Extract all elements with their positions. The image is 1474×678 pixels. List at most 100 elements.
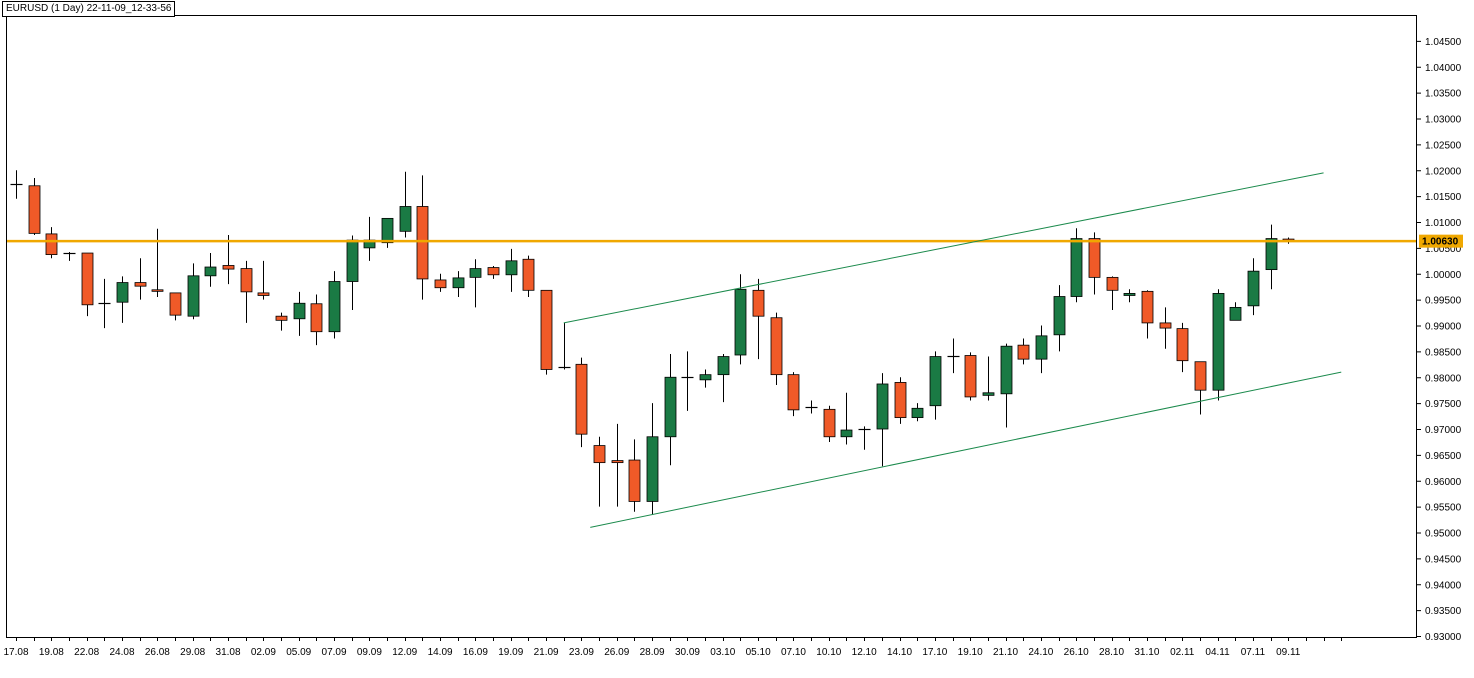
candle-body [1017, 344, 1030, 360]
x-tick-label: 09.11 [1276, 647, 1301, 658]
x-tick-label: 02.09 [251, 647, 276, 658]
x-tick-label: 07.11 [1241, 647, 1266, 658]
candle-body [823, 408, 836, 438]
candle-body [770, 317, 783, 376]
x-tick-label: 31.08 [216, 647, 241, 658]
candle-body [699, 374, 712, 381]
candle [734, 274, 747, 365]
candle-body [575, 363, 588, 435]
candle-body [310, 303, 323, 333]
current-price-box [1419, 234, 1463, 248]
y-tick-label: 0.99500 [1425, 296, 1462, 307]
x-tick-label: 31.10 [1134, 647, 1159, 658]
candles [10, 170, 1295, 515]
x-tick-label: 04.11 [1205, 647, 1230, 658]
x-axis: 17.08 19.08 22.08 24.08 26.08 29.08 31.08 02.09… [3, 637, 1342, 658]
candle-body [1000, 345, 1013, 395]
candle [1017, 338, 1030, 365]
candle [487, 265, 500, 279]
y-tick-label: 1.00000 [1425, 270, 1462, 281]
candle [787, 372, 800, 417]
candle-body [293, 302, 306, 320]
x-tick-label: 03.10 [710, 647, 735, 658]
y-axis: 1.04500 1.04000 1.03500 1.03000 1.02500 1.020… [1416, 37, 1462, 643]
y-tick-label: 1.01500 [1425, 192, 1462, 203]
candle [1212, 289, 1225, 401]
candle-body [876, 383, 889, 430]
y-tick-label: 1.02500 [1425, 140, 1462, 151]
candle [240, 260, 253, 323]
candle [505, 248, 518, 292]
x-tick-label: 28.10 [1099, 647, 1124, 658]
candle-body [45, 233, 58, 256]
candle [116, 276, 129, 323]
candle [275, 312, 288, 331]
candle [416, 175, 429, 300]
candle [575, 357, 588, 448]
candle-body [151, 289, 164, 292]
candle-body [1247, 270, 1260, 307]
candle [522, 255, 535, 298]
candle-body [275, 315, 288, 321]
candle [823, 405, 836, 442]
candle [328, 271, 341, 339]
candle-body [1106, 276, 1119, 291]
candle [611, 423, 624, 507]
candle-body [540, 289, 553, 370]
x-tick-label: 24.10 [1028, 647, 1053, 658]
candle [293, 291, 306, 336]
candle [894, 377, 907, 424]
x-tick-label: 23.09 [569, 647, 594, 658]
y-tick-label: 0.93500 [1425, 606, 1462, 617]
y-tick-label: 0.95000 [1425, 529, 1462, 540]
candle-body [28, 185, 41, 234]
candle [628, 439, 641, 512]
channel-upper-line [563, 172, 1324, 324]
candle-body [1265, 238, 1278, 271]
candle-body [611, 460, 624, 464]
candle [1265, 224, 1278, 290]
candle [1247, 258, 1260, 316]
x-tick-label: 19.10 [958, 647, 983, 658]
candle-body [894, 382, 907, 419]
candle [1000, 343, 1013, 428]
y-tick-label: 0.94000 [1425, 580, 1462, 591]
x-tick-label: 12.10 [852, 647, 877, 658]
x-tick-label: 21.09 [534, 647, 559, 658]
candle [63, 252, 76, 261]
candle-body [204, 266, 217, 277]
candle [876, 373, 889, 467]
x-tick-label: 28.09 [640, 647, 665, 658]
candle [805, 400, 818, 414]
candle-body [134, 282, 147, 287]
candle [28, 178, 41, 235]
candle-body [522, 258, 535, 291]
candle-body [593, 445, 606, 464]
candle-body [222, 265, 235, 270]
x-tick-label: 14.10 [887, 647, 912, 658]
candle [222, 234, 235, 285]
candle [681, 351, 694, 411]
y-tick-label: 1.04000 [1425, 63, 1462, 74]
x-tick-label: 26.08 [145, 647, 170, 658]
candle [257, 260, 270, 300]
candle [1106, 276, 1119, 310]
candle [45, 227, 58, 259]
y-tick-label: 1.03500 [1425, 89, 1462, 100]
candle-body [964, 355, 977, 398]
candle [134, 258, 147, 300]
y-tick-label: 1.00500 [1425, 244, 1462, 255]
x-tick-label: 26.09 [604, 647, 629, 658]
candle [540, 289, 553, 375]
candle-body [81, 252, 94, 306]
x-tick-label: 21.10 [993, 647, 1018, 658]
candle-body [646, 436, 659, 502]
candle-body [399, 206, 412, 232]
candle [169, 292, 182, 321]
candle [1070, 228, 1083, 303]
candle-body [787, 374, 800, 411]
y-tick-label: 0.94500 [1425, 554, 1462, 565]
y-tick-label: 0.93000 [1425, 632, 1462, 643]
candle [1229, 302, 1242, 321]
candle-body [717, 356, 730, 376]
